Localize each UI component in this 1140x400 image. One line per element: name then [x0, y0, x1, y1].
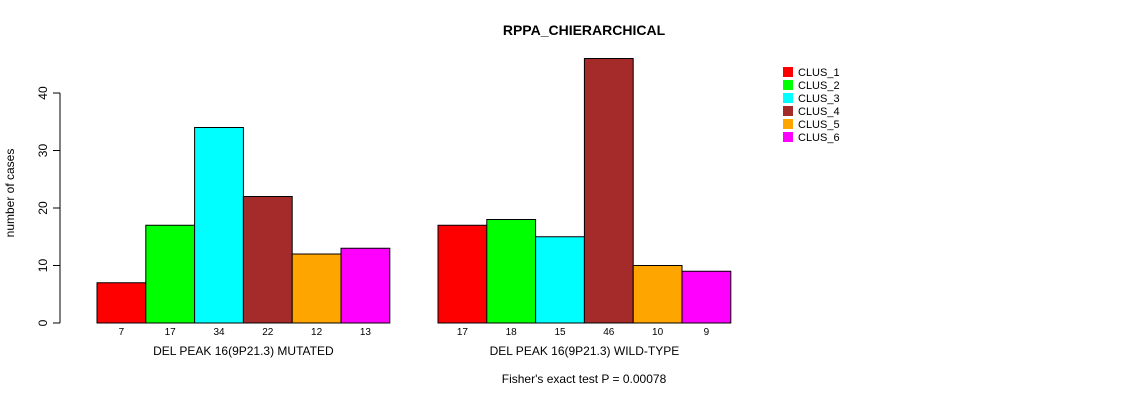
bar	[583, 58, 634, 324]
bar-count-label: 10	[652, 327, 664, 338]
legend-swatch	[783, 80, 793, 90]
legend-label: CLUS_3	[798, 93, 840, 105]
bar-count-label: 22	[262, 327, 274, 338]
y-tick-label: 20	[36, 201, 50, 215]
bar	[291, 253, 342, 324]
bar-count-label: 17	[457, 327, 469, 338]
bar-count-label: 12	[311, 327, 323, 338]
legend-swatch	[783, 119, 793, 129]
y-tick-label: 10	[36, 259, 50, 273]
group-label: DEL PEAK 16(9P21.3) MUTATED	[153, 344, 334, 358]
y-axis: 0 10 20 30 40 number of cases	[3, 86, 61, 326]
legend-swatch	[783, 106, 793, 116]
legend-swatch	[783, 67, 793, 77]
group-label: DEL PEAK 16(9P21.3) WILD-TYPE	[490, 344, 680, 358]
legend-label: CLUS_5	[798, 119, 840, 131]
bar	[96, 282, 147, 324]
legend-label: CLUS_2	[798, 80, 840, 92]
y-tick-label: 0	[36, 319, 50, 326]
bar	[632, 265, 683, 324]
bar	[340, 247, 391, 324]
bar-count-label: 18	[506, 327, 518, 338]
legend-label: CLUS_1	[798, 67, 840, 79]
legend-label: CLUS_6	[798, 132, 840, 144]
bar	[145, 224, 196, 324]
bar-count-label: 46	[603, 327, 615, 338]
bar	[486, 219, 537, 324]
bar	[681, 270, 732, 324]
bar-group: 17 18 15 46 10 9 DEL PEAK 16(9P21.3) WILD-TYPE	[437, 58, 732, 358]
bar	[535, 236, 585, 324]
bar-count-label: 9	[704, 327, 710, 338]
fisher-test-footnote: Fisher's exact test P = 0.00078	[502, 372, 667, 386]
bar-group: 7 17 34 22 12 13 DEL PEAK 16(9P21.3) MUTATED	[96, 127, 391, 358]
y-axis-title: number of cases	[3, 149, 17, 238]
y-tick-label: 40	[36, 86, 50, 100]
legend-label: CLUS_4	[798, 106, 840, 118]
chart-title: RPPA_CHIERARCHICAL	[503, 22, 666, 38]
bar-count-label: 15	[554, 327, 566, 338]
bar	[437, 224, 488, 324]
legend-swatch	[783, 132, 793, 142]
bar-count-label: 34	[213, 327, 225, 338]
bar-count-label: 7	[119, 327, 125, 338]
bar	[242, 196, 293, 324]
bar-count-label: 13	[360, 327, 372, 338]
y-tick-label: 30	[36, 144, 50, 158]
bar	[194, 127, 244, 324]
bar-count-label: 17	[165, 327, 177, 338]
legend-swatch	[783, 93, 793, 103]
bar-groups: 7 17 34 22 12 13 DEL PEAK 16(9P21.3) MUTATED 17…	[96, 58, 732, 358]
